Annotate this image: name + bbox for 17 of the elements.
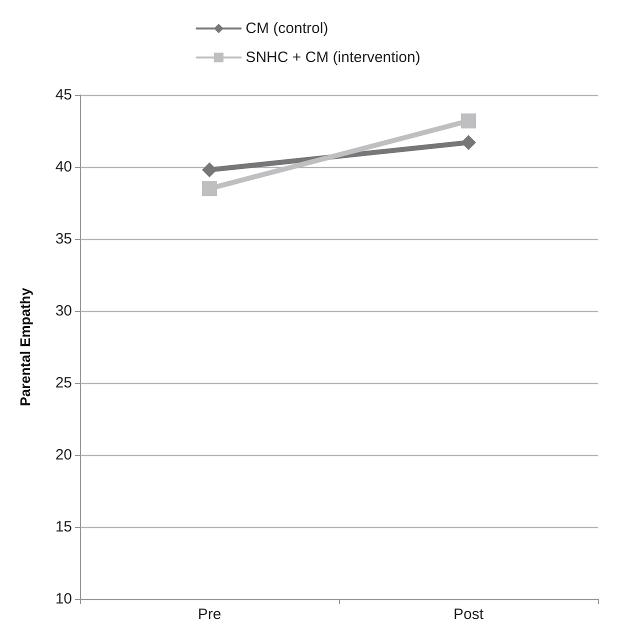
y-tick-label: 20 [55,446,72,464]
point [461,135,476,150]
point [461,113,476,128]
y-tick-label: 25 [55,374,72,392]
y-tick-label: 30 [55,302,72,320]
y-tick-label: 10 [55,590,72,608]
y-tick-label: 40 [55,158,72,176]
x-tick-label: Pre [198,606,222,623]
point [202,181,217,196]
y-tick-label: 45 [55,86,72,104]
y-tick-label: 35 [55,230,72,248]
legend-label: CM (control) [246,20,328,37]
point [202,162,217,178]
legend-label: SNHC + CM (intervention) [246,49,420,66]
y-tick-label: 15 [55,518,72,536]
x-tick-label: Post [453,606,484,623]
y-axis-title: Parental Empathy [17,288,33,406]
